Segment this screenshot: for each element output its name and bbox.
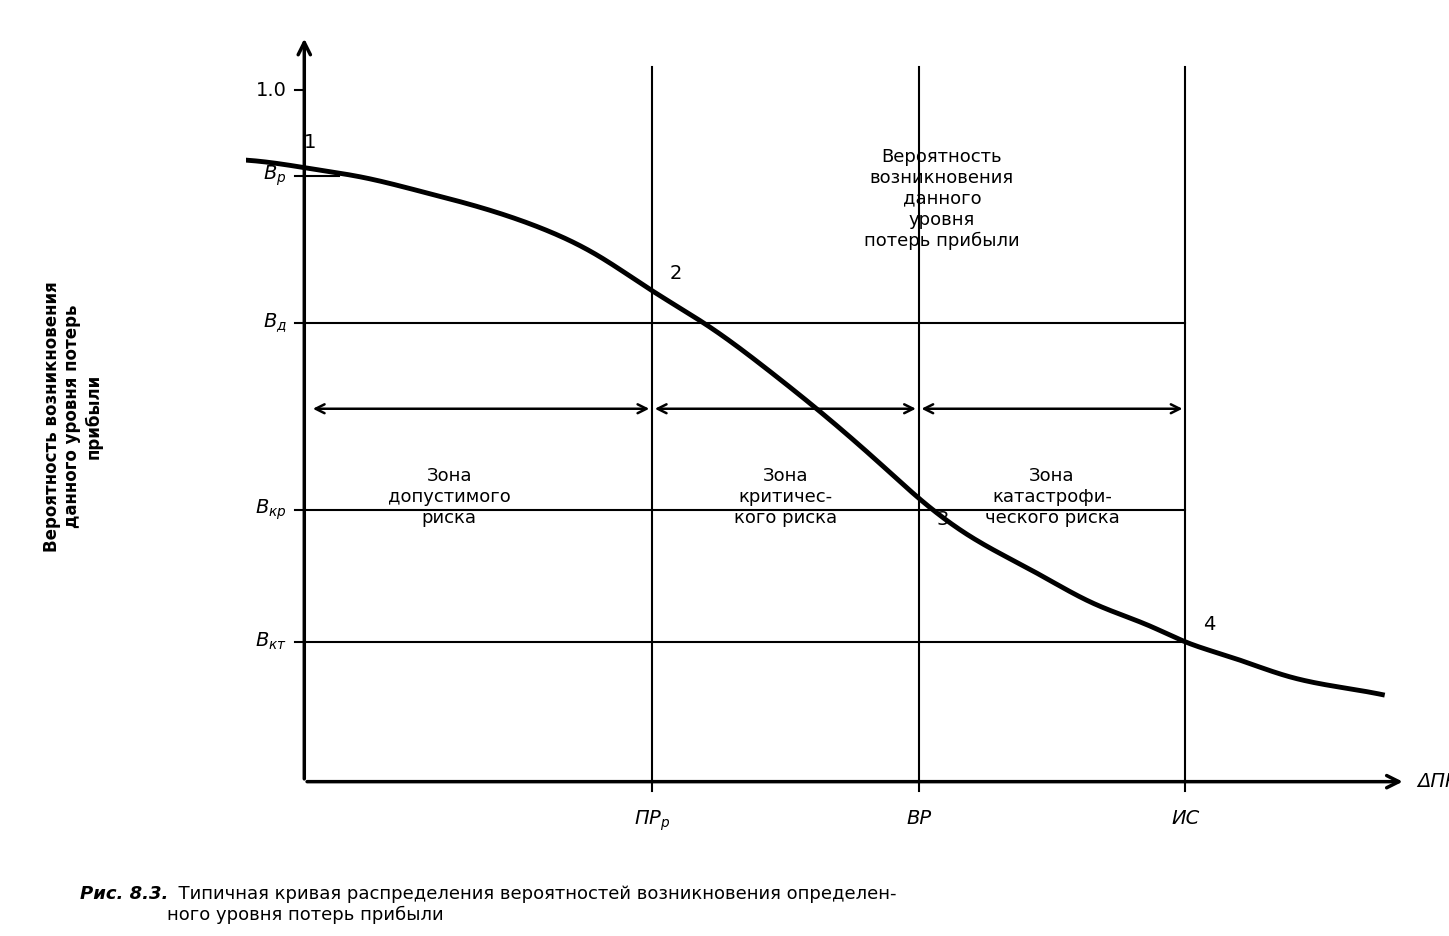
Text: Зона
допустимого
риска: Зона допустимого риска [388,467,510,527]
Text: ВР: ВР [906,809,932,827]
Text: Вероятность возникновения
данного уровня потерь
прибыли: Вероятность возникновения данного уровня… [42,281,103,552]
Text: В$_д$: В$_д$ [262,312,287,335]
Text: 4: 4 [1203,615,1216,634]
Text: ΔПР: ΔПР [1417,772,1449,791]
Text: ИС: ИС [1171,809,1200,827]
Text: ПР$_р$: ПР$_р$ [633,809,671,833]
Text: 2: 2 [669,264,682,283]
Text: Зона
катастрофи-
ческого риска: Зона катастрофи- ческого риска [985,467,1119,527]
Text: Рис. 8.3.: Рис. 8.3. [80,885,168,902]
Text: В$_{кт}$: В$_{кт}$ [255,631,287,652]
Text: В$_р$: В$_р$ [264,164,287,188]
Text: 1.0: 1.0 [256,80,287,100]
Text: 3: 3 [936,510,949,529]
Text: Зона
критичес-
кого риска: Зона критичес- кого риска [733,467,838,527]
Text: Вероятность
возникновения
данного
уровня
потерь прибыли: Вероятность возникновения данного уровня… [864,148,1020,250]
Text: 1: 1 [304,134,317,153]
Text: Типичная кривая распределения вероятностей возникновения определен-
ного уровня : Типичная кривая распределения вероятност… [167,885,895,924]
Text: В$_{кр}$: В$_{кр}$ [255,498,287,522]
